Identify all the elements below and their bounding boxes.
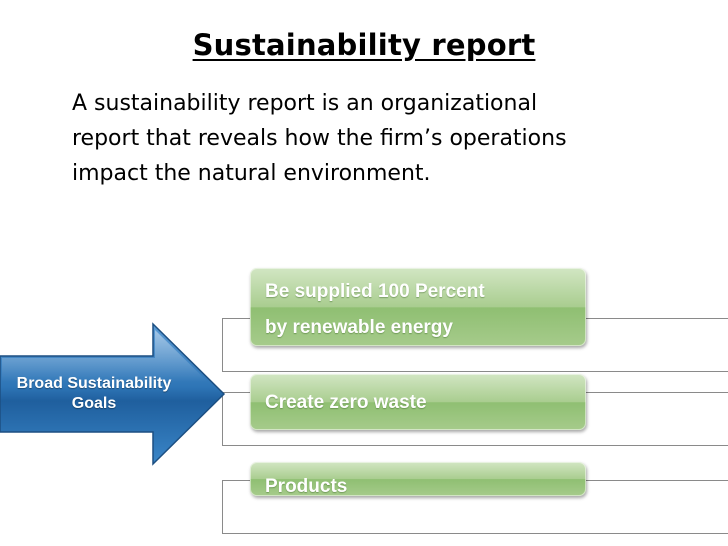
goal-panel-zero-waste: Create zero waste: [250, 374, 586, 430]
slide-title: Sustainability report: [192, 28, 536, 62]
arrow-label-line: Goals: [71, 395, 117, 412]
intro-line: A sustainability report is an organizati…: [72, 91, 538, 116]
intro-paragraph: A sustainability report is an organizati…: [72, 86, 702, 191]
arrow-label-line: Broad Sustainability: [16, 375, 172, 392]
right-arrow-shape: [0, 322, 226, 466]
goal-text: Be supplied 100 Percent: [265, 281, 485, 302]
goal-text: Create zero waste: [265, 392, 427, 413]
intro-line: report that reveals how the firm’s opera…: [72, 126, 567, 151]
goal-panel-renewable-energy: Be supplied 100 Percent by renewable ene…: [250, 268, 586, 346]
intro-line: impact the natural environment.: [72, 161, 431, 186]
goal-text: by renewable energy: [265, 317, 453, 338]
goal-text: Products: [265, 476, 348, 497]
goal-panel-products: Products: [250, 462, 586, 497]
arrow-label: Broad Sustainability Goals: [0, 374, 188, 414]
